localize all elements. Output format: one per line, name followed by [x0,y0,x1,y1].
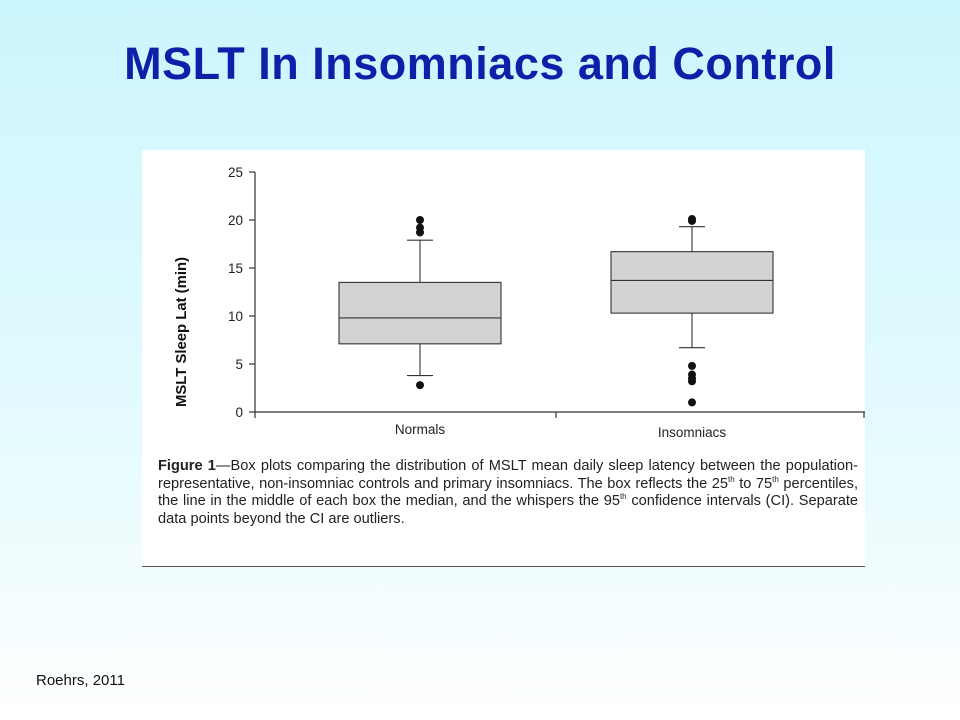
figure-panel: 0 5 10 15 20 25 Normals Insomniacs MSLT Sleep … [142,150,865,567]
x-category-label: Insomniacs [658,425,727,440]
y-axis-label: MSLT Sleep Lat (min) [174,257,190,407]
outlier-point [416,223,424,232]
caption-sup-1: th [728,474,735,484]
caption-sup-3: th [619,492,627,502]
y-tick-label: 10 [228,309,243,324]
box-plot-chart: 0 5 10 15 20 25 Normals Insomniacs MSLT Sleep … [174,165,865,440]
iqr-box [338,281,502,345]
outlier-point [416,381,424,390]
box-normals [338,216,502,390]
y-tick-label: 0 [235,405,243,420]
caption-figure-label: Figure 1 [158,458,216,474]
y-tick-label: 20 [228,213,243,228]
caption-text-1: —Box plots comparing the distribution of… [158,458,858,492]
caption-sup-2: th [772,474,779,484]
y-axis: 0 5 10 15 20 25 [228,165,256,420]
y-tick-label: 25 [228,165,243,180]
boxes [338,215,774,407]
x-category-label: Normals [395,422,446,437]
outlier-point [688,370,696,379]
y-tick-label: 5 [235,357,243,372]
outlier-point [416,216,424,224]
caption-text-4: confidence intervals (CI). Separate data… [158,493,858,527]
caption-text-2: to 75 [734,475,773,492]
outlier-point [688,361,696,370]
source-citation: Roehrs, 2011 [36,672,125,689]
x-axis: Normals Insomniacs [254,411,865,440]
outlier-point [688,215,696,224]
box-insomniacs [610,215,774,407]
y-tick-label: 15 [228,261,243,276]
slide-title: MSLT In Insomniacs and Control [124,38,836,89]
caption-text-3: percentiles, the line in the middle of e… [158,475,859,510]
outlier-point [688,398,696,407]
figure-caption: Figure 1—Box plots comparing the distrib… [158,458,858,528]
iqr-box [610,251,774,314]
